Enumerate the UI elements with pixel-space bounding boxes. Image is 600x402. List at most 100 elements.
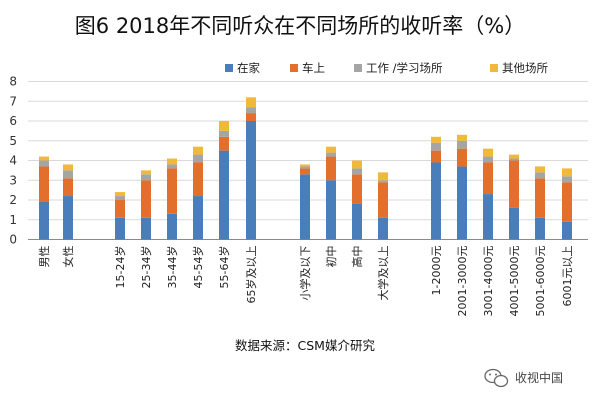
- bar-segment: [141, 170, 151, 175]
- legend-label: 其他场所: [502, 61, 548, 75]
- bar-segment: [352, 174, 362, 204]
- legend-label: 工作 /学习场所: [366, 61, 443, 75]
- bar-segment: [326, 152, 336, 157]
- bar-segment: [535, 166, 545, 173]
- bar-segment: [300, 174, 310, 240]
- bar-segment: [300, 168, 310, 175]
- bar-segment: [352, 168, 362, 175]
- y-tick-label: 0: [9, 233, 17, 247]
- bar-segment: [431, 162, 441, 240]
- bar-segment: [115, 200, 125, 218]
- bar-segment: [193, 154, 203, 163]
- bar-segment: [535, 217, 545, 240]
- bar-segment: [300, 166, 310, 169]
- y-tick-label: 8: [9, 75, 17, 89]
- bar-segment: [141, 217, 151, 240]
- watermark-text: 收视中国: [515, 370, 563, 385]
- x-category-label: 6001元以上: [561, 246, 574, 307]
- bar-segment: [63, 170, 73, 179]
- y-tick-label: 3: [9, 173, 17, 187]
- bar-segment: [378, 217, 388, 240]
- bar-segment: [509, 158, 519, 161]
- legend-swatch: [490, 64, 498, 72]
- y-tick-label: 1: [9, 213, 17, 227]
- y-tick-label: 7: [9, 94, 17, 108]
- bar-segment: [431, 142, 441, 151]
- watermark: 收视中国: [484, 368, 563, 388]
- bar-segment: [167, 168, 177, 214]
- bar-segment: [483, 148, 493, 157]
- x-category-label: 小学及以下: [298, 246, 312, 301]
- bar-segment: [326, 156, 336, 181]
- x-category-label: 35-44岁: [165, 246, 179, 289]
- bar-segment: [63, 178, 73, 197]
- bar-segment: [39, 201, 49, 240]
- legend-label: 在家: [237, 61, 260, 75]
- x-category-label: 15-24岁: [113, 246, 127, 289]
- bar-segment: [246, 113, 256, 121]
- x-category-label: 3001-4000元: [482, 246, 495, 317]
- bar-segment: [326, 180, 336, 240]
- y-tick-label: 5: [9, 134, 17, 148]
- legend-swatch: [290, 64, 298, 72]
- bar-segment: [509, 160, 519, 208]
- x-category-label: 55-64岁: [217, 246, 231, 289]
- bar-segment: [562, 168, 572, 177]
- bar-segment: [378, 182, 388, 218]
- bar-segment: [378, 180, 388, 183]
- bar-segment: [535, 178, 545, 218]
- bar-segment: [378, 172, 388, 181]
- bar-segment: [352, 203, 362, 240]
- x-category-label: 初中: [324, 246, 338, 268]
- x-category-label: 高中: [350, 246, 364, 268]
- bar-segment: [457, 140, 467, 149]
- category-labels: 男性 女性 15-24岁 25-34岁 35-44岁 45-54岁 55-64岁 65岁及以上…: [37, 246, 574, 317]
- bar-segment: [457, 166, 467, 240]
- bar-segment: [219, 130, 229, 137]
- x-category-label: 2001-3000元: [456, 246, 469, 317]
- x-category-label: 男性: [37, 246, 51, 268]
- bar-segment: [246, 97, 256, 108]
- chart-axes: 0 1 2 3 4 5 6 7 8: [9, 75, 588, 247]
- bar-segment: [300, 164, 310, 167]
- chart-title: 图6 2018年不同听众在不同场所的收听率（%）: [75, 14, 525, 38]
- bar-segment: [509, 207, 519, 240]
- bar-segment: [483, 156, 493, 163]
- bar-segment: [246, 121, 256, 240]
- bar-segment: [115, 192, 125, 197]
- legend-swatch: [225, 64, 233, 72]
- bar-segment: [39, 156, 49, 161]
- x-category-label: 4001-5000元: [508, 246, 521, 317]
- bar-segment: [509, 154, 519, 159]
- bar-segment: [483, 194, 493, 240]
- bar-segment: [219, 121, 229, 131]
- x-category-label: 45-54岁: [191, 246, 205, 289]
- bar-segment: [141, 174, 151, 181]
- x-category-label: 5001-6000元: [534, 246, 547, 317]
- bar-segment: [562, 182, 572, 222]
- wechat-icon: [484, 368, 509, 388]
- bar-segment: [457, 134, 467, 141]
- chart-bars: [39, 97, 572, 240]
- bar-segment: [219, 136, 229, 151]
- bar-segment: [352, 160, 362, 169]
- x-category-label: 女性: [61, 246, 75, 268]
- chart-legend: 在家 车上 工作 /学习场所 其他场所: [225, 61, 548, 75]
- bar-segment: [167, 158, 177, 165]
- x-category-label: 1-2000元: [430, 246, 443, 296]
- bar-segment: [326, 146, 336, 153]
- legend-label: 车上: [302, 61, 325, 75]
- bar-segment: [167, 164, 177, 169]
- bar-segment: [141, 180, 151, 218]
- bar-segment: [483, 162, 493, 195]
- bar-segment: [457, 148, 467, 167]
- y-tick-label: 2: [9, 193, 17, 207]
- y-tick-label: 6: [9, 114, 17, 128]
- bar-segment: [167, 213, 177, 240]
- bar-segment: [431, 136, 441, 143]
- bar-segment: [39, 160, 49, 167]
- y-tick-label: 4: [9, 154, 17, 168]
- bar-segment: [562, 221, 572, 240]
- bar-segment: [63, 164, 73, 171]
